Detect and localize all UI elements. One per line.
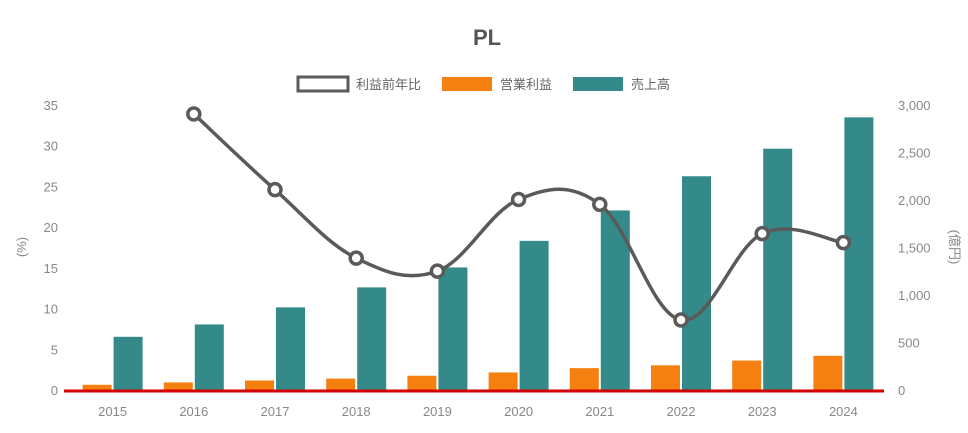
y-left-tick-label: 5 <box>51 342 58 357</box>
x-tick-label: 2023 <box>748 404 777 419</box>
line-ratio-point <box>754 225 770 242</box>
y-right-tick-label: 500 <box>898 336 920 351</box>
y-right-tick-label: 1,000 <box>898 288 931 303</box>
bar-operating-profit <box>732 360 762 390</box>
y-left-tick-label: 25 <box>44 179 58 194</box>
bar-operating-profit <box>569 368 599 390</box>
plot-area: 0 5 10 15 20 25 30 35 0 500 1,000 1,500 2,000 2,500 3,… <box>44 98 931 419</box>
bar-operating-profit <box>163 382 193 390</box>
bar-sales <box>194 324 224 390</box>
line-ratio <box>192 112 844 322</box>
x-tick-label: 2018 <box>342 404 371 419</box>
bar-sales <box>357 287 387 390</box>
y-left-tick-label: 20 <box>44 220 58 235</box>
y-left-tick-label: 30 <box>44 139 58 154</box>
y-left-tick-label: 15 <box>44 261 58 276</box>
bar-sales <box>519 240 549 390</box>
line-ratio-point <box>348 250 364 266</box>
bar-sales <box>113 336 143 390</box>
bar-sales <box>438 267 468 390</box>
y-right-tick-label: 2,500 <box>898 146 931 161</box>
bar-operating-profit <box>488 372 518 390</box>
line-ratio-point <box>592 196 608 213</box>
y-left-tick-label: 10 <box>44 302 58 317</box>
y-axis-left-title: (%) <box>14 237 29 257</box>
y-right-tick-label: 0 <box>898 383 905 398</box>
bar-operating-profit <box>813 355 843 390</box>
y-right-tick-label: 3,000 <box>898 98 931 113</box>
line-ratio-point <box>673 312 689 328</box>
bar-sales <box>682 176 711 390</box>
bar-operating-profit <box>245 380 274 390</box>
y-right-tick-label: 2,000 <box>898 193 931 208</box>
legend-label-ratio: 利益前年比 <box>356 77 421 92</box>
x-tick-label: 2016 <box>179 404 208 419</box>
bar-operating-profit <box>326 378 356 390</box>
bar-sales <box>276 307 305 390</box>
line-ratio-point <box>186 106 202 122</box>
line-ratio-point <box>267 181 283 198</box>
y-axis-right-title: (億円) <box>947 230 962 265</box>
x-tick-label: 2024 <box>829 404 858 419</box>
x-tick-label: 2020 <box>504 404 533 419</box>
legend-label-sales: 売上高 <box>631 77 670 92</box>
bar-operating-profit <box>407 375 437 390</box>
x-tick-label: 2017 <box>261 404 290 419</box>
y-left-tick-label: 0 <box>51 383 58 398</box>
line-ratio-point <box>429 263 446 279</box>
bar-sales <box>763 148 793 390</box>
chart-title: PL <box>473 25 501 50</box>
bar-sales <box>844 117 874 390</box>
y-left-tick-label: 35 <box>44 98 58 113</box>
x-tick-label: 2015 <box>98 404 127 419</box>
legend-swatch-sales <box>573 77 623 91</box>
bar-operating-profit <box>82 384 112 390</box>
line-ratio-point <box>835 234 852 251</box>
x-tick-label: 2019 <box>423 404 452 419</box>
bar-operating-profit <box>651 365 680 390</box>
legend-swatch-ratio <box>296 75 350 93</box>
x-tick-label: 2021 <box>585 404 614 419</box>
y-right-tick-label: 1,500 <box>898 241 931 256</box>
legend: 利益前年比 営業利益 売上高 <box>296 75 670 93</box>
x-tick-label: 2022 <box>667 404 696 419</box>
line-ratio-point <box>510 191 527 208</box>
legend-label-operating-profit: 営業利益 <box>500 77 552 92</box>
legend-swatch-operating-profit <box>442 77 492 91</box>
